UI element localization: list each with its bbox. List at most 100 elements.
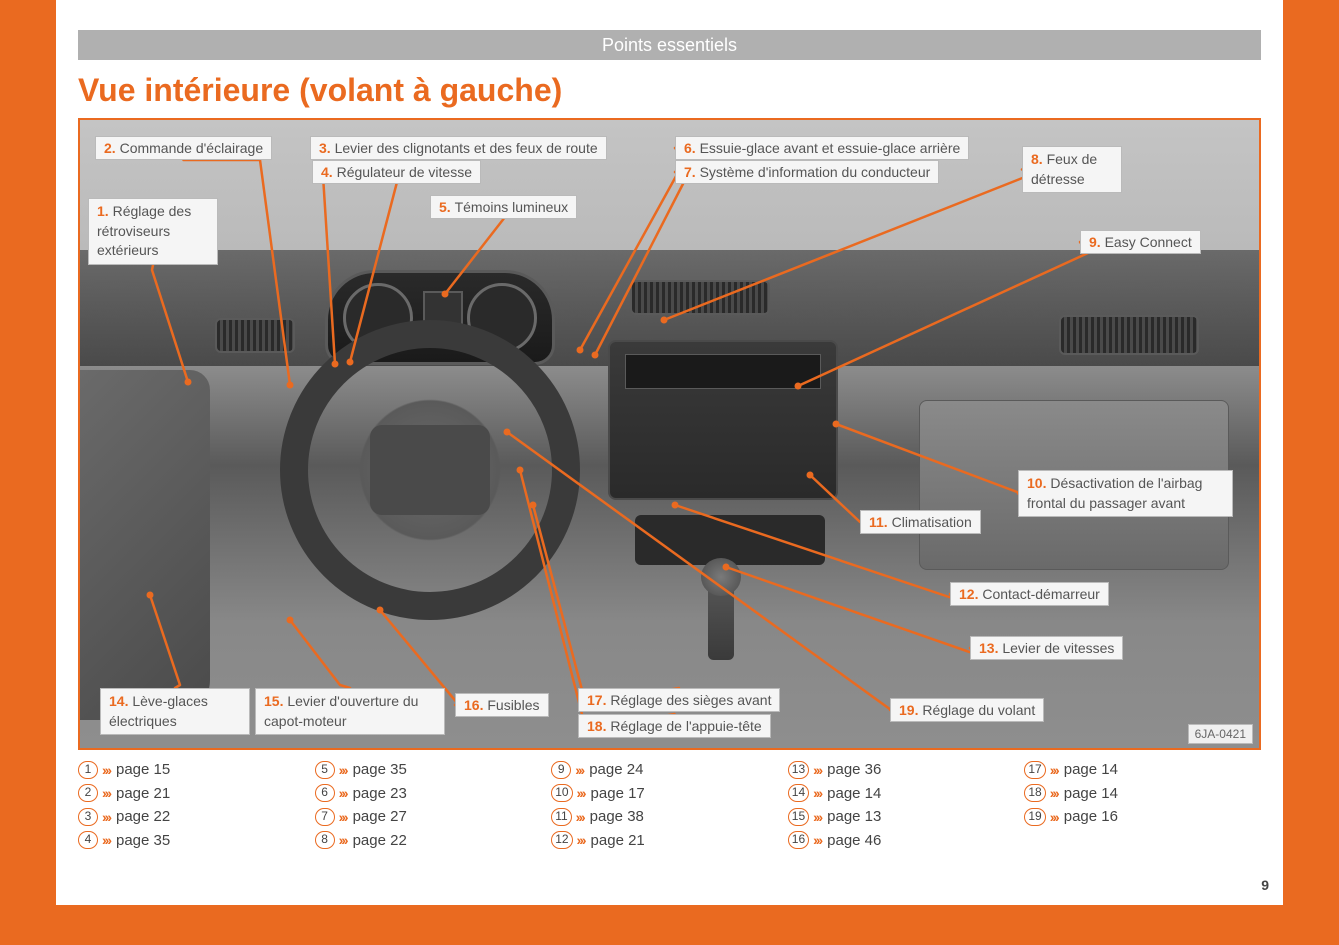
callout-label: Levier d'ouverture du capot-moteur [264,693,418,729]
ref-number-badge: 11 [551,808,571,826]
page-ref-5: 5›››page 35 [315,760,552,780]
ref-number-badge: 7 [315,808,335,826]
air-vent [630,280,770,315]
ref-column: 17›››page 1418›››page 1419›››page 16 [1024,760,1261,854]
ref-number-badge: 1 [78,761,98,779]
ref-page-label: page 46 [827,831,881,851]
page-ref-12: 12›››page 21 [551,831,788,851]
chevron-right-icon: ››› [1050,784,1058,802]
callout-number: 5. [439,199,455,215]
ref-page-label: page 13 [827,807,881,827]
page-ref-4: 4›››page 35 [78,831,315,851]
callout-16: 16. Fusibles [455,693,549,717]
ref-page-label: page 14 [1064,784,1118,804]
ref-number-badge: 9 [551,761,571,779]
ref-page-label: page 23 [353,784,407,804]
ref-number-badge: 10 [551,784,572,802]
callout-13: 13. Levier de vitesses [970,636,1123,660]
callout-label: Réglage des sièges avant [610,692,771,708]
callout-number: 4. [321,164,337,180]
page-title: Vue intérieure (volant à gauche) [78,72,562,109]
ref-column: 5›››page 356›››page 237›››page 278›››pag… [315,760,552,854]
callout-2: 2. Commande d'éclairage [95,136,272,160]
chevron-right-icon: ››› [575,761,583,779]
callout-label: Témoins lumineux [455,199,569,215]
page-ref-16: 16›››page 46 [788,831,1025,851]
page-ref-15: 15 ››› page 13 [788,807,1025,827]
ref-page-label: page 21 [591,831,645,851]
climate-panel [635,515,825,565]
callout-15: 15. Levier d'ouverture du capot-moteur [255,688,445,735]
page-ref-3: 3›››page 22 [78,807,315,827]
ref-page-label: page 16 [1064,807,1118,827]
callout-1: 1. Réglage des rétroviseurs extérieurs [88,198,218,265]
callout-number: 18. [587,718,610,734]
gear-shift [708,570,734,660]
chevron-right-icon: ››› [577,784,585,802]
chevron-right-icon: ››› [1050,808,1058,826]
ref-page-label: page 22 [116,807,170,827]
manual-page: Points essentiels Vue intérieure (volant… [56,0,1283,905]
callout-label: Climatisation [892,514,972,530]
callout-label: Contact-démarreur [982,586,1100,602]
callout-number: 15. [264,693,287,709]
callout-number: 1. [97,203,113,219]
callout-number: 3. [319,140,335,156]
callout-number: 12. [959,586,982,602]
callout-17: 17. Réglage des sièges avant [578,688,780,712]
page-ref-1: 1›››page 15 [78,760,315,780]
callout-label: Easy Connect [1105,234,1192,250]
air-vent [1059,315,1199,355]
chevron-right-icon: ››› [102,831,110,849]
callout-label: Régulateur de vitesse [337,164,472,180]
callout-number: 16. [464,697,487,713]
ref-number-badge: 15 [788,808,809,826]
page-ref-8: 8›››page 22 [315,831,552,851]
ref-number-badge: 14 [788,784,809,802]
page-ref-10: 10 ››› page 17 [551,784,788,804]
page-ref-18: 18›››page 14 [1024,784,1261,804]
callout-8: 8. Feux de détresse [1022,146,1122,193]
ref-page-label: page 17 [591,784,645,804]
ref-column: 9›››page 2410›››page 1711›››page 3812›››… [551,760,788,854]
ref-page-label: page 27 [353,807,407,827]
callout-18: 18. Réglage de l'appuie-tête [578,714,771,738]
ref-number-badge: 4 [78,831,98,849]
callout-14: 14. Lève-glaces électriques [100,688,250,735]
ref-number-badge: 8 [315,831,335,849]
page-ref-19: 19 ››› page 16 [1024,807,1261,827]
callout-12: 12. Contact-démarreur [950,582,1109,606]
callout-7: 7. Système d'information du conducteur [675,160,939,184]
ref-page-label: page 22 [353,831,407,851]
callout-4: 4. Régulateur de vitesse [312,160,481,184]
chevron-right-icon: ››› [102,761,110,779]
chevron-right-icon: ››› [813,761,821,779]
page-number: 9 [1261,877,1269,893]
ref-number-badge: 19 [1024,808,1045,826]
callout-number: 10. [1027,475,1050,491]
figure-code: 6JA-0421 [1188,724,1253,744]
chevron-right-icon: ››› [813,831,821,849]
page-ref-14: 14›››page 14 [788,784,1025,804]
ref-column: 1›››page 152›››page 213›››page 224›››pag… [78,760,315,854]
chevron-right-icon: ››› [339,808,347,826]
page-ref-11: 11›››page 38 [551,807,788,827]
ref-page-label: page 36 [827,760,881,780]
callout-10: 10. Désactivation de l'airbag frontal du… [1018,470,1233,517]
section-header: Points essentiels [78,30,1261,60]
interior-diagram: 1. Réglage des rétroviseurs extérieurs 2.… [78,118,1261,750]
callout-label: Commande d'éclairage [120,140,264,156]
callout-label: Désactivation de l'airbag frontal du pas… [1027,475,1202,511]
callout-number: 8. [1031,151,1047,167]
ref-page-label: page 21 [116,784,170,804]
callout-label: Fusibles [487,697,539,713]
chevron-right-icon: ››› [577,831,585,849]
callout-label: Levier de vitesses [1002,640,1114,656]
air-vent [215,318,295,353]
page-ref-7: 7 ››› page 27 [315,807,552,827]
center-console [608,340,838,500]
chevron-right-icon: ››› [813,808,821,826]
callout-11: 11. Climatisation [860,510,981,534]
ref-page-label: page 38 [590,807,644,827]
chevron-right-icon: ››› [339,784,347,802]
